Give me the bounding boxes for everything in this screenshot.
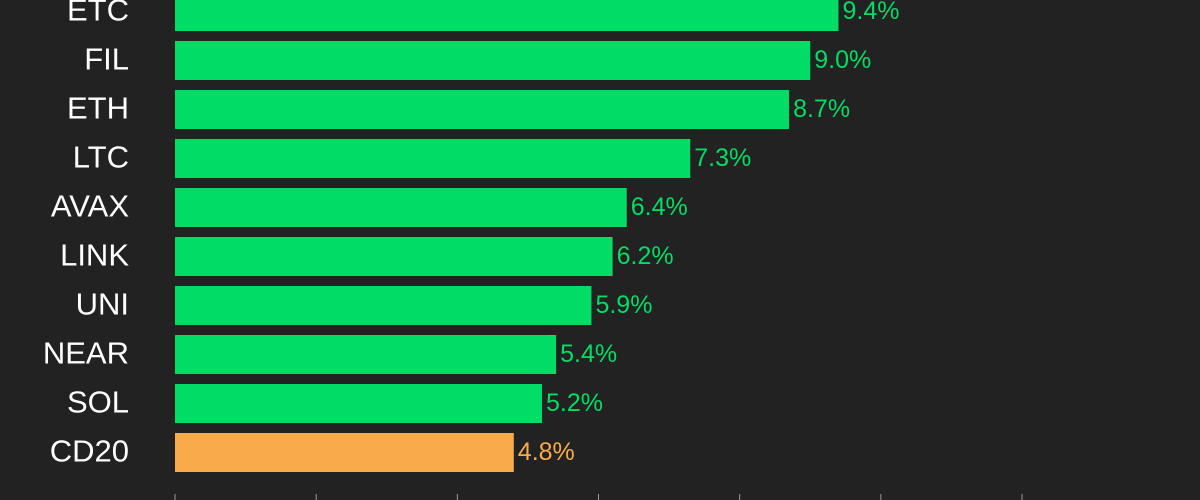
category-label: SOL [67,385,129,420]
value-label: 8.7% [793,95,850,123]
value-label: 9.0% [814,46,871,74]
bar [175,384,543,423]
value-label: 5.4% [560,340,617,368]
bar [175,433,514,472]
category-label: ETC [67,0,129,28]
value-label: 6.2% [617,242,674,270]
category-label: LINK [60,238,129,273]
category-label: AVAX [51,189,129,224]
bar [175,335,557,374]
category-label: NEAR [43,336,129,371]
bar [175,286,592,325]
value-label: 5.9% [595,291,652,319]
category-label: FIL [84,42,129,77]
bar [175,139,691,178]
bar [175,237,613,276]
value-label: 7.3% [694,144,751,172]
category-label: LTC [73,140,129,175]
value-label: 6.4% [631,193,688,221]
bar [175,90,790,129]
value-label: 5.2% [546,389,603,417]
category-label: ETH [67,91,129,126]
value-label: 4.8% [518,438,575,466]
category-label: CD20 [50,434,129,469]
bar [175,188,627,227]
bar [175,0,839,31]
bar [175,41,811,80]
value-label: 9.4% [842,0,899,25]
category-label: UNI [76,287,129,322]
